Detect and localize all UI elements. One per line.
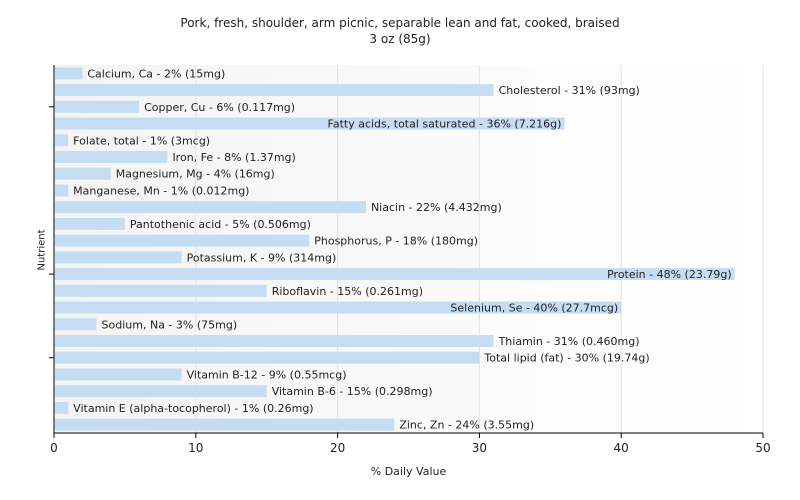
x-tick-label: 10 xyxy=(188,441,203,455)
bar-label: Pantothenic acid - 5% (0.506mg) xyxy=(130,218,311,231)
bar xyxy=(55,268,735,281)
x-tick-label: 20 xyxy=(330,441,345,455)
bar-label: Niacin - 22% (4.432mg) xyxy=(371,201,502,214)
bar xyxy=(55,84,494,97)
chart-subtitle: 3 oz (85g) xyxy=(369,32,431,46)
bar xyxy=(55,301,622,314)
bar-label: Vitamin E (alpha-tocopherol) - 1% (0.26m… xyxy=(73,402,313,415)
chart-title: Pork, fresh, shoulder, arm picnic, separ… xyxy=(180,16,620,30)
x-tick-label: 30 xyxy=(472,441,487,455)
bar-label: Protein - 48% (23.79g) xyxy=(607,268,732,281)
bar-label: Cholesterol - 31% (93mg) xyxy=(499,84,640,97)
bar-label: Manganese, Mn - 1% (0.012mg) xyxy=(73,184,249,197)
x-tick-label: 50 xyxy=(755,441,770,455)
bar-label: Sodium, Na - 3% (75mg) xyxy=(102,318,238,331)
bar-label: Selenium, Se - 40% (27.7mcg) xyxy=(450,302,618,315)
bar-label: Magnesium, Mg - 4% (16mg) xyxy=(116,168,275,181)
bar xyxy=(55,251,182,264)
bar xyxy=(55,418,395,431)
bar xyxy=(55,67,83,80)
bar xyxy=(55,201,366,214)
bar xyxy=(55,100,140,113)
x-tick-label: 0 xyxy=(50,441,58,455)
bar-label: Vitamin B-6 - 15% (0.298mg) xyxy=(272,385,433,398)
bar-label: Folate, total - 1% (3mcg) xyxy=(73,134,210,147)
bar xyxy=(55,351,480,364)
bar-label: Zinc, Zn - 24% (3.55mg) xyxy=(399,419,534,432)
bar-label: Riboflavin - 15% (0.261mg) xyxy=(272,285,423,298)
bar xyxy=(55,335,494,347)
bar xyxy=(55,284,267,297)
bar xyxy=(55,184,69,197)
x-tick-label: 40 xyxy=(614,441,629,455)
bar-label: Phosphorus, P - 18% (180mg) xyxy=(314,235,478,248)
bar xyxy=(55,401,69,414)
bar-label: Total lipid (fat) - 30% (19.74g) xyxy=(483,352,649,365)
y-axis-label: Nutrient xyxy=(36,229,48,271)
x-axis-label: % Daily Value xyxy=(370,465,447,478)
bar-label: Iron, Fe - 8% (1.37mg) xyxy=(172,151,295,164)
bar xyxy=(55,167,111,180)
bar-label: Copper, Cu - 6% (0.117mg) xyxy=(144,101,295,114)
bar xyxy=(55,318,97,331)
bar xyxy=(55,368,182,381)
bar-label: Potassium, K - 9% (314mg) xyxy=(187,251,337,264)
bar xyxy=(55,217,125,230)
bar xyxy=(55,234,310,247)
bar-label: Vitamin B-12 - 9% (0.55mcg) xyxy=(187,368,347,381)
bar xyxy=(55,134,69,147)
bar xyxy=(55,117,565,130)
bar-label: Thiamin - 31% (0.460mg) xyxy=(498,335,640,348)
bar-label: Fatty acids, total saturated - 36% (7.21… xyxy=(328,118,562,131)
bar xyxy=(55,151,168,163)
bar xyxy=(55,385,267,398)
bar-label: Calcium, Ca - 2% (15mg) xyxy=(87,67,225,80)
